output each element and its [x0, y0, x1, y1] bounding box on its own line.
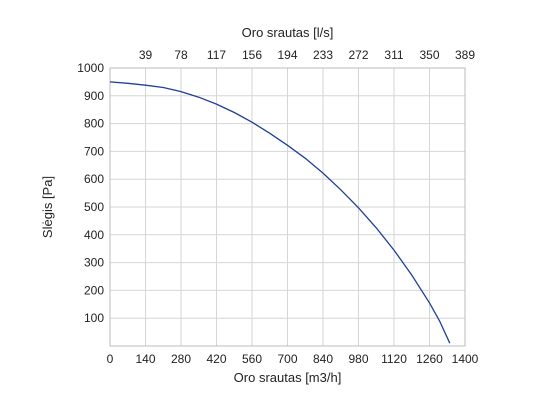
x2-tick-label: 311: [384, 48, 403, 62]
x-tick-label: 840: [313, 352, 333, 366]
y-tick-label: 300: [84, 256, 104, 270]
x-tick-label: 980: [348, 352, 368, 366]
x-tick-label: 1260: [416, 352, 443, 366]
x-tick-label: 140: [135, 352, 155, 366]
x-tick-label: 1120: [381, 352, 407, 366]
x2-tick-label: 389: [455, 48, 475, 62]
y-tick-label: 600: [84, 172, 104, 186]
x2-tick-label: 156: [242, 48, 262, 62]
x2-tick-label: 117: [207, 48, 226, 62]
y-tick-label: 200: [84, 283, 104, 297]
y-tick-label: 1000: [77, 61, 104, 75]
x-tick-label: 700: [277, 352, 297, 366]
x2-tick-label: 194: [277, 48, 297, 62]
y-tick-label: 400: [84, 228, 104, 242]
x-tick-label: 560: [242, 352, 262, 366]
series-line: [109, 81, 451, 344]
y-tick-label: 100: [84, 311, 104, 325]
x2-tick-label: 350: [419, 48, 439, 62]
y-axis: 100 200 300 400 500 600 700 800 900 1000: [77, 61, 104, 325]
x-axis-title: Oro srautas [m3/h]: [234, 370, 342, 385]
y-tick-label: 800: [84, 117, 104, 131]
y-tick-label: 500: [84, 200, 104, 214]
x2-tick-label: 233: [313, 48, 333, 62]
x2-tick-label: 39: [139, 48, 153, 62]
x-tick-label: 420: [206, 352, 226, 366]
x-tick-label: 0: [107, 352, 114, 366]
x2-axis-title: Oro srautas [l/s]: [242, 25, 334, 40]
x2-tick-label: 272: [348, 48, 368, 62]
y-tick-label: 700: [84, 144, 104, 158]
grid: [110, 68, 465, 346]
x-tick-label: 1400: [452, 352, 479, 366]
x2-tick-label: 78: [174, 48, 188, 62]
x-axis: 0 140 280 420 560 700 840 980 1120 1260 1400: [107, 352, 479, 366]
x-tick-label: 280: [171, 352, 191, 366]
plot-area: [109, 67, 466, 347]
y-tick-label: 900: [84, 89, 104, 103]
x2-axis: 39 78 117 156 194 233 272 311 350 389: [139, 48, 476, 62]
y-axis-title: Slėgis [Pa]: [40, 176, 55, 238]
